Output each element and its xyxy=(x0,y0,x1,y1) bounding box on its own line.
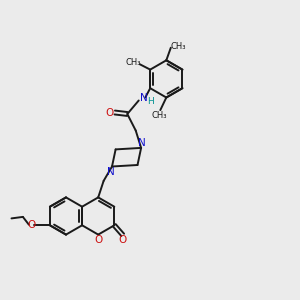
Text: O: O xyxy=(94,235,102,245)
Text: H: H xyxy=(147,98,154,106)
Text: O: O xyxy=(106,107,114,118)
Text: CH₃: CH₃ xyxy=(170,42,186,51)
Text: N: N xyxy=(107,167,115,177)
Text: N: N xyxy=(140,93,148,103)
Text: O: O xyxy=(118,235,127,245)
Text: O: O xyxy=(27,220,35,230)
Text: CH₃: CH₃ xyxy=(152,111,167,120)
Text: N: N xyxy=(138,137,146,148)
Text: CH₃: CH₃ xyxy=(125,58,141,67)
